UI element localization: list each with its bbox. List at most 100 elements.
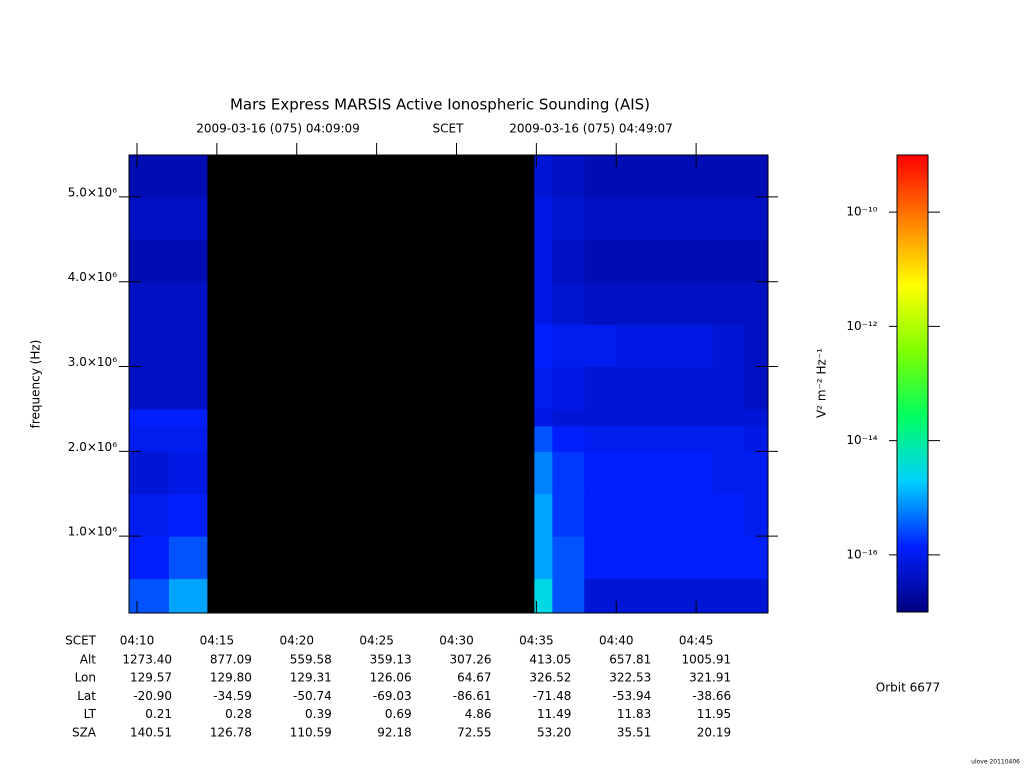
heatmap-cell xyxy=(744,536,769,580)
ephemeris-value: 140.51 xyxy=(130,725,172,739)
x-tick-label: 04:25 xyxy=(359,634,394,648)
ephemeris-value: -50.74 xyxy=(293,689,332,703)
ephemeris-row-label: LT xyxy=(84,707,97,721)
ephemeris-label: SCET xyxy=(65,634,97,648)
heatmap-cell xyxy=(168,366,208,410)
heatmap-cell xyxy=(168,281,208,325)
heatmap-cell xyxy=(552,155,585,198)
colorbar xyxy=(896,154,929,613)
heatmap-cell xyxy=(712,281,745,325)
heatmap-cell xyxy=(534,536,553,580)
ephemeris-value: 11.83 xyxy=(617,707,651,721)
colorbar-tick-label: 10⁻¹⁶ xyxy=(846,547,877,561)
heatmap-cell xyxy=(584,425,617,452)
heatmap-cell xyxy=(129,239,170,283)
heatmap-cell xyxy=(648,366,681,410)
ephemeris-value: -69.03 xyxy=(373,689,412,703)
heatmap-cell xyxy=(168,536,208,580)
heatmap-cell xyxy=(712,425,745,452)
heatmap-cell xyxy=(168,451,208,495)
heatmap-cell xyxy=(680,324,713,368)
heatmap-cell xyxy=(584,155,617,198)
heatmap-cell xyxy=(616,281,649,325)
ephemeris-value: 657.81 xyxy=(609,653,651,667)
heatmap-cell xyxy=(534,366,553,410)
subtitle-mid: SCET xyxy=(433,122,465,136)
heatmap-cell xyxy=(648,425,681,452)
ephemeris-value: 877.09 xyxy=(210,653,252,667)
ephemeris-value: 110.59 xyxy=(290,725,332,739)
heatmap-cell xyxy=(680,451,713,495)
heatmap-cell xyxy=(129,493,170,537)
heatmap-cell xyxy=(129,366,170,410)
ephemeris-value: 322.53 xyxy=(609,671,651,685)
heatmap-cell xyxy=(534,239,553,283)
heatmap-cell xyxy=(552,451,585,495)
x-tick-label: 04:40 xyxy=(599,634,634,648)
heatmap-cell xyxy=(534,281,553,325)
heatmap-cell xyxy=(744,408,769,427)
heatmap-cell xyxy=(648,281,681,325)
ephemeris-value: 559.58 xyxy=(290,653,332,667)
ephemeris-value: 0.39 xyxy=(305,707,332,721)
ephemeris-value: -86.61 xyxy=(453,689,492,703)
heatmap-cell xyxy=(552,366,585,410)
heatmap-cell xyxy=(712,155,745,198)
heatmap-cell xyxy=(616,493,649,537)
heatmap-cell xyxy=(616,578,649,614)
heatmap-cell xyxy=(680,366,713,410)
plot-frame xyxy=(128,154,769,614)
y-tick-label: 1.0×10⁶ xyxy=(68,525,117,539)
heatmap-cell xyxy=(680,536,713,580)
heatmap-cell xyxy=(744,155,769,198)
heatmap-cell xyxy=(552,196,585,240)
x-tick-label: 04:30 xyxy=(439,634,474,648)
heatmap-cell xyxy=(616,451,649,495)
heatmap-cell xyxy=(534,578,553,614)
heatmap-cell xyxy=(744,196,769,240)
heatmap-cell xyxy=(744,239,769,283)
ephemeris-value: 126.78 xyxy=(210,725,252,739)
heatmap-cell xyxy=(129,196,170,240)
heatmap-cell xyxy=(168,493,208,537)
heatmap-cell xyxy=(680,239,713,283)
heatmap-cell xyxy=(584,493,617,537)
heatmap-cell xyxy=(534,324,553,368)
heatmap-cell xyxy=(712,366,745,410)
heatmap-cell xyxy=(680,493,713,537)
heatmap-cell xyxy=(552,324,585,368)
x-tick-label: 04:20 xyxy=(279,634,314,648)
ephemeris-value: 321.91 xyxy=(689,671,731,685)
heatmap-cell xyxy=(744,578,769,614)
heatmap-cell xyxy=(534,196,553,240)
ephemeris-value: 92.18 xyxy=(377,725,411,739)
x-tick-label: 04:15 xyxy=(200,634,235,648)
heatmap-cell xyxy=(744,493,769,537)
heatmap-cell xyxy=(648,536,681,580)
heatmap-cell xyxy=(584,408,617,427)
heatmap-cell xyxy=(129,155,170,198)
colorbar-tick-label: 10⁻¹⁴ xyxy=(846,433,877,447)
heatmap-cell xyxy=(712,536,745,580)
ephemeris-value: 72.55 xyxy=(457,725,491,739)
heatmap-cell xyxy=(129,425,170,452)
heatmap-cell xyxy=(168,239,208,283)
heatmap-cell xyxy=(712,196,745,240)
subtitle-start: 2009-03-16 (075) 04:09:09 xyxy=(196,122,360,136)
ephemeris-row-label: Alt xyxy=(80,653,97,667)
ephemeris-row-label: Lat xyxy=(77,689,96,703)
heatmap-cell xyxy=(712,578,745,614)
ephemeris-value: -38.66 xyxy=(692,689,731,703)
ephemeris-value: 129.80 xyxy=(210,671,252,685)
heatmap-cell xyxy=(168,425,208,452)
ephemeris-value: 64.67 xyxy=(457,671,491,685)
heatmap-cell xyxy=(648,578,681,614)
heatmap-cell xyxy=(168,196,208,240)
heatmap-cell xyxy=(712,324,745,368)
heatmap-cell xyxy=(616,366,649,410)
heatmap-cell xyxy=(534,451,553,495)
ephemeris-value: 53.20 xyxy=(537,725,571,739)
ephemeris-value: 0.69 xyxy=(385,707,412,721)
ephemeris-value: 129.57 xyxy=(130,671,172,685)
heatmap-cell xyxy=(534,408,553,427)
